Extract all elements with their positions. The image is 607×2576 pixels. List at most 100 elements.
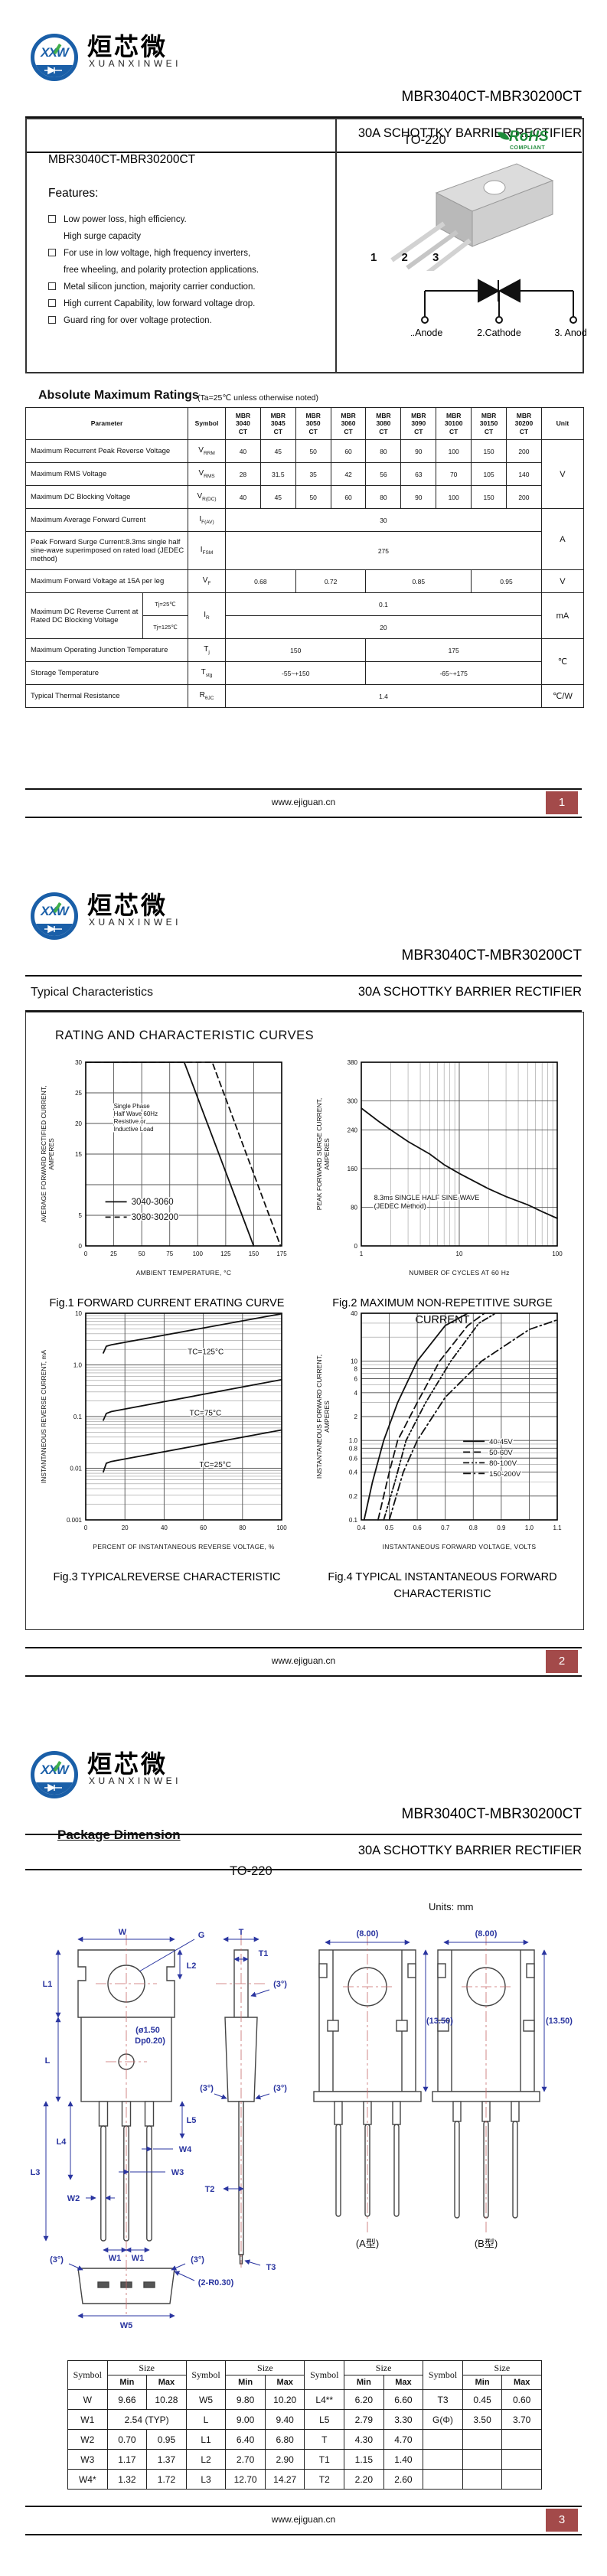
svg-text:50: 50 xyxy=(139,1251,145,1257)
header-subtitle: 30A SCHOTTKY BARRIER RECTIFIER xyxy=(357,126,582,140)
svg-text:0.01: 0.01 xyxy=(70,1466,82,1472)
table-cell xyxy=(423,2469,463,2490)
header-rule xyxy=(25,1834,582,1835)
table-header-cell: MBR 3040 CT xyxy=(224,407,261,440)
dimension-labels: W G L2 L1 L (ø1.50 Dp0.20) L3 L4 L5 W4 W… xyxy=(31,1928,573,2330)
svg-text:W4: W4 xyxy=(179,2145,192,2154)
svg-text:PERCENT OF INSTANTANEOUS REVER: PERCENT OF INSTANTANEOUS REVERSE VOLTAGE… xyxy=(93,1543,275,1550)
svg-text:0.6: 0.6 xyxy=(413,1524,423,1531)
svg-text:(3°): (3°) xyxy=(191,2255,204,2265)
units-label: Units: mm xyxy=(429,1901,474,1912)
table-cell: W4* xyxy=(67,2469,108,2490)
feature-line: free wheeling, and polarity protection a… xyxy=(64,266,259,275)
table-row: W4* 1.32 1.72 L3 12.70 14.27 T2 2.20 2.60 xyxy=(67,2469,542,2490)
svg-text:40: 40 xyxy=(351,1310,357,1317)
table-cell: 10.20 xyxy=(264,2389,305,2410)
figure-3: 0 20 40 60 80 100 0.001 0.01 0.1 1.0 10 TC=125°C TC=… xyxy=(37,1303,297,1586)
svg-text:L1: L1 xyxy=(43,1980,53,1989)
table-cell: 0.45 xyxy=(462,2389,503,2410)
table-header-cell: Max xyxy=(146,2375,187,2390)
table-cell xyxy=(462,2429,503,2450)
table-cell: Maximum DC Reverse Current at Rated DC B… xyxy=(25,592,143,639)
company-logo: XXW 烜芯微 XUANXINWEI xyxy=(31,1740,283,1824)
table-cell: 12.70 xyxy=(225,2469,266,2490)
table-header-cell: MBR 3080 CT xyxy=(365,407,402,440)
table-cell: 3.70 xyxy=(501,2409,542,2430)
svg-text:3080-30200: 3080-30200 xyxy=(132,1213,178,1222)
logo-chinese-name: 烜芯微 xyxy=(87,33,168,60)
figure-1: 0 25 50 75 100 125 150 175 0 5 15 20 25 30 Single Phas… xyxy=(37,1052,297,1312)
table-cell: 100 xyxy=(436,485,472,509)
table-cell: VF xyxy=(188,569,226,593)
table-cell: 9.00 xyxy=(225,2409,266,2430)
abs-max-table-head: Parameter Symbol MBR 3040 CT MBR 3045 CT MBR 3050… xyxy=(24,407,585,440)
table-cell: 60 xyxy=(330,439,367,463)
svg-text:2: 2 xyxy=(354,1414,358,1420)
table-header-cell: Min xyxy=(106,2375,148,2390)
table-header-cell: Size xyxy=(225,2360,305,2375)
dimension-table: Symbol Size Symbol Size Symbol Size Symbol Size… xyxy=(67,2360,543,2490)
svg-text:(8.00): (8.00) xyxy=(475,1929,498,1939)
table-cell: 2.90 xyxy=(264,2449,305,2470)
footer-url-link[interactable]: www.ejiguan.cn xyxy=(271,2514,336,2525)
svg-text:L4: L4 xyxy=(57,2137,67,2147)
logo-chinese-name: 烜芯微 xyxy=(87,892,168,919)
table-cell: 0.72 xyxy=(295,569,367,593)
table-cell: 1.17 xyxy=(106,2449,148,2470)
pin-label-anode1: 1.Anode xyxy=(411,328,442,338)
table-cell: 10.28 xyxy=(146,2389,187,2410)
table-cell: 200 xyxy=(505,485,542,509)
svg-text:W5: W5 xyxy=(120,2321,133,2330)
svg-text:6: 6 xyxy=(354,1375,358,1382)
svg-text:(3°): (3°) xyxy=(50,2255,64,2265)
chart-area: 0 25 50 75 100 125 150 175 0 5 15 20 25 30 Single Phas… xyxy=(40,1059,287,1277)
feature-line: Guard ring for over voltage protection. xyxy=(64,316,212,325)
svg-text:0: 0 xyxy=(84,1524,88,1531)
svg-text:0.4: 0.4 xyxy=(357,1524,366,1531)
table-cell: 60 xyxy=(330,485,367,509)
table-cell: VRMS xyxy=(188,462,226,486)
checkbox-icon xyxy=(48,249,56,256)
table-header-cell: MBR 3045 CT xyxy=(259,407,296,440)
table-header-row: Symbol Size Symbol Size Symbol Size Symbol Size xyxy=(67,2360,543,2390)
svg-text:240: 240 xyxy=(348,1127,358,1133)
table-header-cell: Min xyxy=(344,2375,384,2390)
table-cell: 0.68 xyxy=(224,569,296,593)
table-cell: 3.30 xyxy=(383,2409,424,2430)
company-logo: XXW 烜芯微 XUANXINWEI xyxy=(31,23,283,107)
series-40-45V xyxy=(363,1312,468,1521)
rohs-badge: RoHS COMPLIANT xyxy=(497,129,569,151)
table-cell: RθJC xyxy=(188,684,226,708)
table-cell: VRRM xyxy=(188,439,226,463)
svg-text:(2-R0.30): (2-R0.30) xyxy=(198,2278,234,2287)
footer-rule xyxy=(25,1675,582,1677)
table-cell: W3 xyxy=(67,2449,108,2470)
table-cell: W1 xyxy=(67,2409,108,2430)
table-cell: 1.15 xyxy=(344,2449,384,2470)
table-cell: Maximum Operating Junction Temperature xyxy=(24,638,189,662)
footer-url-link[interactable]: www.ejiguan.cn xyxy=(271,1655,336,1666)
product-title: MBR3040CT-MBR30200CT xyxy=(48,153,196,166)
table-cell: 20 xyxy=(224,615,542,639)
header-subtitle: 30A SCHOTTKY BARRIER RECTIFIER xyxy=(357,985,582,999)
footer-url-link[interactable]: www.ejiguan.cn xyxy=(271,797,336,807)
table-cell: 150 xyxy=(471,485,507,509)
header-rule xyxy=(25,152,582,153)
svg-text:TC=75°C: TC=75°C xyxy=(190,1410,222,1418)
svg-text:4: 4 xyxy=(354,1390,358,1397)
table-cell: 2.60 xyxy=(383,2469,424,2490)
table-header-cell: MBR 3090 CT xyxy=(400,407,437,440)
table-cell: 6.40 xyxy=(225,2429,266,2450)
table-row: Maximum Forward Voltage at 15A per leg VF… xyxy=(24,569,585,593)
table-cell: 3.50 xyxy=(462,2409,503,2430)
pin-numbers: 1 2 3 xyxy=(370,251,450,264)
table-cell: -65~+175 xyxy=(365,661,542,685)
svg-text:300: 300 xyxy=(348,1098,358,1105)
svg-text:(3°): (3°) xyxy=(200,2084,214,2093)
package-name: TO-220 xyxy=(403,133,446,147)
feature-line: High current Capability, low forward vol… xyxy=(64,299,256,308)
logo-english-name: XUANXINWEI xyxy=(89,917,182,928)
logo-english-name: XUANXINWEI xyxy=(89,58,182,69)
table-cell: Tstg xyxy=(188,661,226,685)
svg-text:PEAK FORWARD SURGE CURRENT,: PEAK FORWARD SURGE CURRENT, xyxy=(315,1098,323,1210)
